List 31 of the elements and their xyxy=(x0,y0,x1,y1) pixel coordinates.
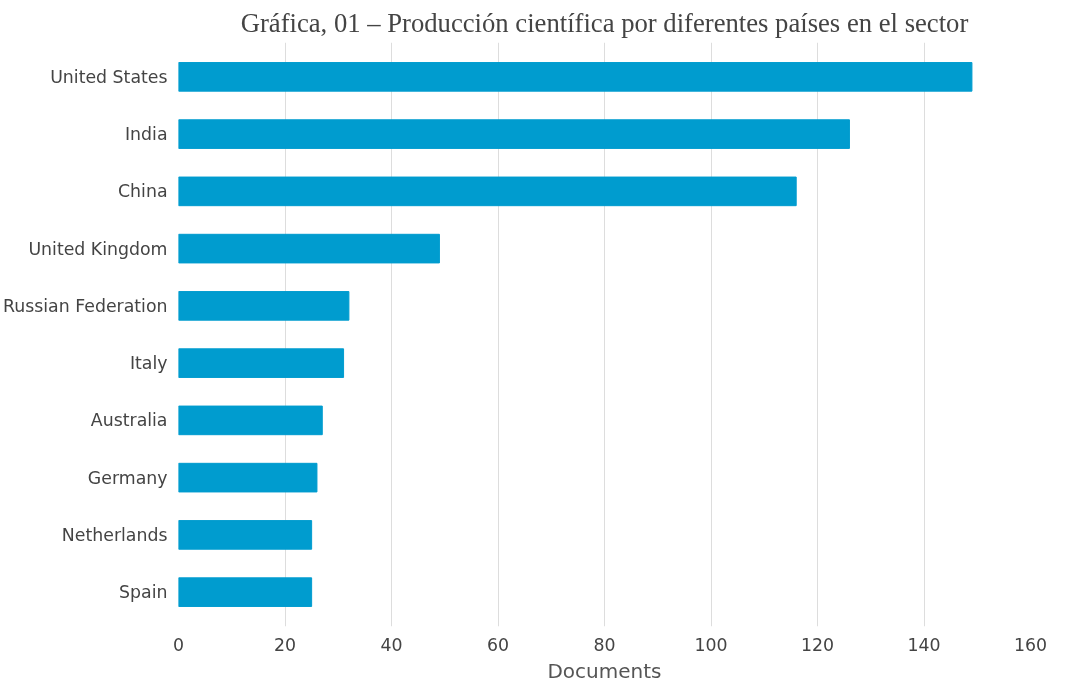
bar xyxy=(178,405,323,436)
x-tick-label: 80 xyxy=(593,634,616,655)
y-tick-label: Germany xyxy=(87,467,168,488)
bar xyxy=(178,348,345,378)
x-tick-label: 40 xyxy=(380,634,403,655)
y-tick-label: Netherlands xyxy=(61,524,168,545)
bar xyxy=(178,62,973,92)
x-axis-title: Documents xyxy=(547,658,662,683)
y-tick-label: Italy xyxy=(129,353,168,374)
x-tick-label: 100 xyxy=(694,634,728,655)
bar xyxy=(178,462,318,493)
x-tick-label: 160 xyxy=(1013,634,1048,655)
bar xyxy=(178,176,797,207)
x-tick-label: 20 xyxy=(273,634,297,655)
bar xyxy=(178,119,850,149)
y-tick-label: Spain xyxy=(119,582,168,603)
x-tick-label: 140 xyxy=(907,634,941,655)
x-tick-label: 120 xyxy=(800,634,835,655)
bar xyxy=(178,233,440,264)
y-tick-label: Australia xyxy=(90,410,168,431)
y-tick-label: China xyxy=(118,181,168,202)
bar xyxy=(178,577,313,607)
y-tick-label: Russian Federation xyxy=(3,295,168,316)
x-tick-label: 0 xyxy=(172,634,185,655)
chart-title: Gráfica, 01 – Producción científica por diferentes países en el sector xyxy=(240,7,969,38)
bar xyxy=(178,291,350,321)
x-tick-label: 60 xyxy=(486,634,510,655)
y-tick-label: India xyxy=(124,124,168,145)
y-tick-label: United States xyxy=(50,66,168,87)
bar xyxy=(178,520,313,550)
y-tick-label: United Kingdom xyxy=(28,238,168,259)
